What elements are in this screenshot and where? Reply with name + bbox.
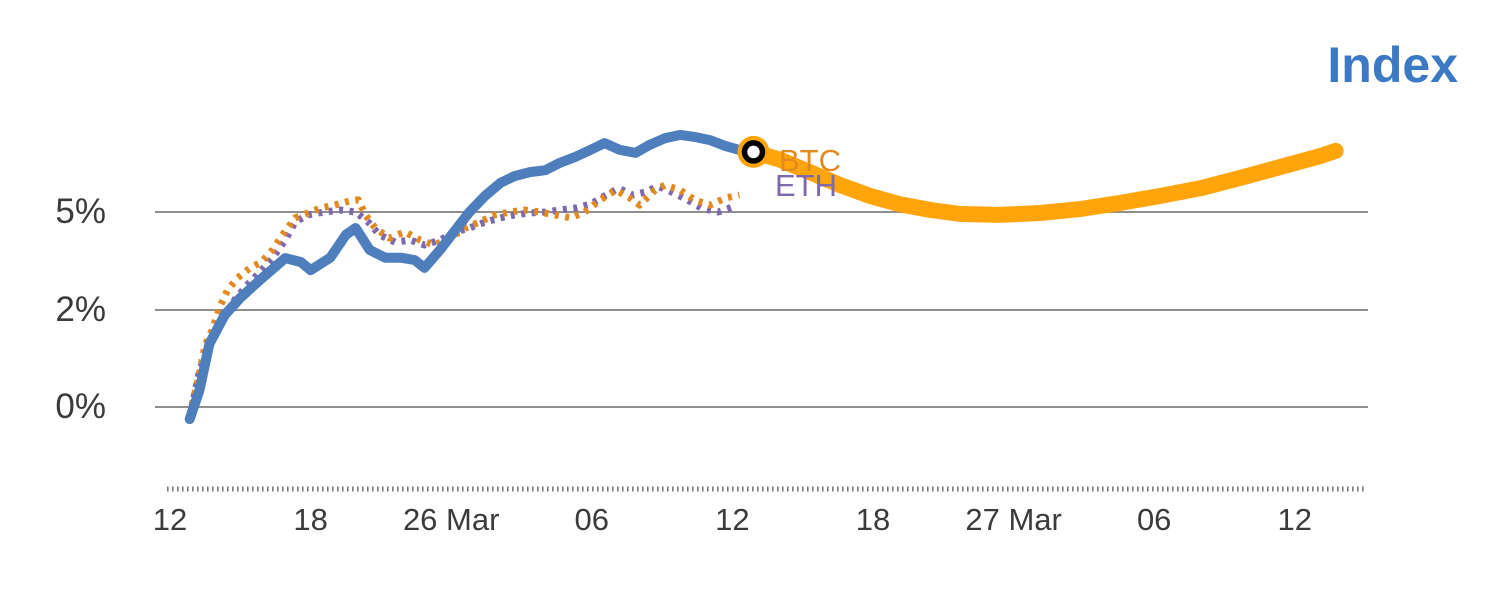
x-axis-tick-label: 12 <box>152 502 188 537</box>
x-axis-tick-label: 18 <box>855 502 891 537</box>
btc-line <box>186 181 741 416</box>
x-axis-tick-label: 12 <box>715 502 750 537</box>
index-line <box>184 129 759 425</box>
forecast-line <box>745 142 1344 223</box>
btc-series-label: BTC <box>779 143 841 178</box>
eth-line <box>186 182 737 419</box>
x-axis-tick-label: 27 Mar <box>965 502 1062 537</box>
x-axis-tick-label: 12 <box>1277 502 1313 537</box>
y-axis-tick-label: 5% <box>55 192 106 231</box>
chart-title: Index <box>1327 37 1458 93</box>
x-axis-tick-label: 06 <box>1136 502 1172 537</box>
highlight-marker <box>741 140 766 164</box>
x-axis-tick-label: 06 <box>574 502 610 537</box>
y-axis-tick-label: 0% <box>55 387 106 426</box>
y-axis-tick-label: 2% <box>55 290 106 329</box>
x-axis-tick-label: 26 Mar <box>402 502 500 537</box>
x-axis-tick-label: 18 <box>293 502 328 537</box>
eth-series-label: ETH <box>775 168 837 203</box>
